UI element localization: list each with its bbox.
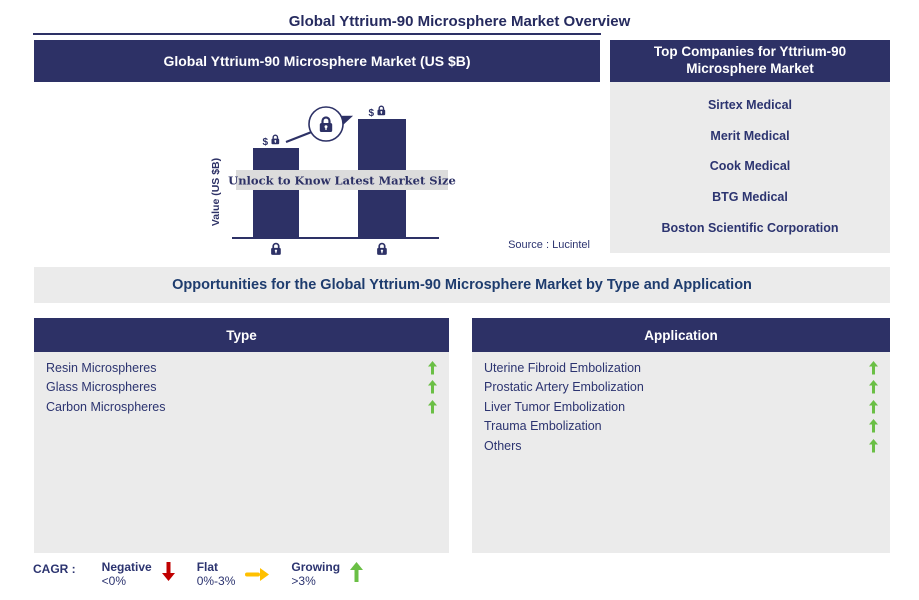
application-item-label: Uterine Fibroid Embolization xyxy=(484,360,642,375)
market-chart-header: Global Yttrium-90 Microsphere Market (US… xyxy=(34,40,600,82)
unlock-banner-bg[interactable] xyxy=(236,170,448,190)
cagr-growing-range: >3% xyxy=(291,574,316,588)
company-item: BTG Medical xyxy=(712,190,788,205)
list-item: Prostatic Artery Embolization xyxy=(472,378,890,398)
application-panel-header: Application xyxy=(472,318,890,352)
opportunities-banner: Opportunities for the Global Yttrium-90 … xyxy=(34,267,890,303)
growing-up-arrow-icon xyxy=(350,562,364,582)
growing-up-arrow-icon xyxy=(869,419,878,433)
type-item-label: Resin Microspheres xyxy=(46,360,157,375)
type-panel-header: Type xyxy=(34,318,449,352)
growing-up-arrow-icon xyxy=(869,438,878,453)
growing-up-arrow-icon xyxy=(428,380,437,394)
growing-up-arrow-icon xyxy=(869,399,878,414)
company-item: Boston Scientific Corporation xyxy=(661,220,839,235)
list-item: Trauma Embolization xyxy=(472,417,890,437)
cagr-flat-range: 0%-3% xyxy=(196,574,236,588)
cagr-flat-label: Flat xyxy=(196,560,219,574)
cagr-negative-range: <0% xyxy=(101,574,127,588)
lock-icon xyxy=(376,105,386,116)
type-panel: Type Resin Microspheres Glass Microspher… xyxy=(34,318,449,553)
market-chart-body: Value (US $B) $ $ Unlock to Know Latest … xyxy=(34,82,600,258)
application-panel: Application Uterine Fibroid Embolization… xyxy=(472,318,890,553)
application-item-label: Liver Tumor Embolization xyxy=(484,399,626,414)
top-companies-panel: Top Companies for Yttrium-90 Microsphere… xyxy=(610,40,890,253)
lock-icon xyxy=(270,134,280,145)
application-item-label: Prostatic Artery Embolization xyxy=(484,380,644,395)
negative-down-arrow-icon xyxy=(161,562,175,581)
application-list: Uterine Fibroid Embolization Prostatic A… xyxy=(472,352,890,553)
unlock-banner-text[interactable]: Unlock to Know Latest Market Size xyxy=(228,174,456,188)
y-axis-label: Value (US $B) xyxy=(210,158,222,226)
type-item-label: Glass Microspheres xyxy=(46,380,157,395)
title-underline xyxy=(33,33,601,35)
type-item-label: Carbon Microspheres xyxy=(46,399,166,414)
bar-left xyxy=(253,148,299,238)
list-item: Glass Microspheres xyxy=(34,378,449,398)
list-item: Others xyxy=(472,436,890,456)
list-item: Resin Microspheres xyxy=(34,358,449,378)
application-item-label: Trauma Embolization xyxy=(484,419,602,434)
top-companies-header: Top Companies for Yttrium-90 Microsphere… xyxy=(610,40,890,82)
list-item: Carbon Microspheres xyxy=(34,397,449,417)
page-title: Global Yttrium-90 Microsphere Market Ove… xyxy=(288,13,631,30)
growing-up-arrow-icon xyxy=(869,360,878,375)
cagr-growing-label: Growing xyxy=(291,560,341,574)
growing-up-arrow-icon xyxy=(869,380,878,394)
growing-up-arrow-icon xyxy=(428,399,437,414)
company-item: Sirtex Medical xyxy=(707,98,793,113)
bar-left-value: $ xyxy=(262,137,268,148)
application-item-label: Others xyxy=(484,438,522,453)
market-bar-chart: Value (US $B) $ $ Unlock to Know Latest … xyxy=(210,105,590,256)
type-list: Resin Microspheres Glass Microspheres Ca… xyxy=(34,352,449,553)
source-credit: Source : Lucintel xyxy=(508,239,590,251)
cagr-legend-title: CAGR : xyxy=(33,562,76,576)
company-item: Merit Medical xyxy=(710,128,790,143)
list-item: Uterine Fibroid Embolization xyxy=(472,358,890,378)
cagr-legend: CAGR : Negative <0% Flat 0%-3% Growing >… xyxy=(33,561,385,588)
growing-up-arrow-icon xyxy=(428,360,437,375)
cagr-negative-label: Negative xyxy=(101,560,152,574)
market-chart-panel: Global Yttrium-90 Microsphere Market (US… xyxy=(34,40,600,258)
flat-right-arrow-icon xyxy=(245,568,270,581)
cagr-legend-entry-negative: Negative <0% xyxy=(102,561,197,588)
list-item: Liver Tumor Embolization xyxy=(472,397,890,417)
bar-right-value: $ xyxy=(368,108,374,119)
top-companies-list: Sirtex Medical Merit Medical Cook Medica… xyxy=(610,82,890,253)
lock-icon xyxy=(376,242,388,256)
cagr-legend-entry-flat: Flat 0%-3% xyxy=(197,561,292,588)
cagr-legend-entry-growing: Growing >3% xyxy=(291,561,385,588)
company-item: Cook Medical xyxy=(709,159,791,174)
lock-icon xyxy=(270,242,282,256)
